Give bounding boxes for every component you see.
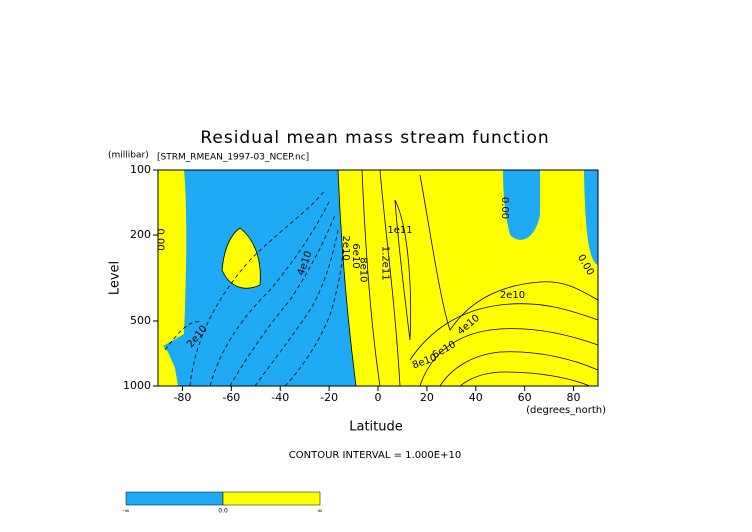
y-tick-label: 500 bbox=[130, 314, 151, 327]
x-tick-label: 80 bbox=[567, 391, 581, 404]
colorbar-label: -∞ bbox=[122, 508, 129, 515]
x-tick-label: 20 bbox=[420, 391, 434, 404]
x-tick-label: -60 bbox=[222, 391, 240, 404]
x-units: (degrees_north) bbox=[526, 405, 606, 416]
plot-area: -80 -60 -40 -20 0 20 40 60 80 100 200 500 1000 bbox=[123, 163, 599, 404]
contour-label: 0.00 bbox=[499, 197, 510, 219]
y-tick-label: 1000 bbox=[123, 379, 151, 392]
colorbar-label: 0.0 bbox=[218, 508, 228, 515]
chart-title: Residual mean mass stream function bbox=[200, 128, 549, 148]
x-tick-label: 0 bbox=[375, 391, 382, 404]
subtitle: [STRM_RMEAN_1997-03_NCEP.nc] bbox=[157, 153, 309, 163]
contour-label: 2e10 bbox=[340, 236, 351, 261]
contour-label: 1e11 bbox=[387, 225, 412, 236]
x-label: Latitude bbox=[349, 420, 403, 435]
colorbar-label: ∞ bbox=[318, 508, 323, 515]
contour-note: CONTOUR INTERVAL = 1.000E+10 bbox=[289, 450, 461, 461]
contour-label: 0.00 bbox=[154, 228, 165, 250]
negative-region bbox=[584, 170, 598, 265]
negative-region bbox=[503, 170, 540, 240]
x-tick-label: 40 bbox=[469, 391, 483, 404]
contour-label: 6e10 bbox=[350, 243, 361, 268]
x-tick-label: -40 bbox=[271, 391, 289, 404]
x-tick-label: -20 bbox=[320, 391, 338, 404]
colorbar: -∞ 0.0 ∞ bbox=[122, 491, 323, 515]
positive-island bbox=[221, 227, 261, 289]
y-units: (millibar) bbox=[108, 151, 149, 161]
x-tick-label: -80 bbox=[173, 391, 191, 404]
colorbar-positive bbox=[222, 491, 321, 506]
contour-label: 8e10 bbox=[357, 257, 368, 282]
x-tick-label: 60 bbox=[518, 391, 532, 404]
contour-label: 2e10 bbox=[500, 290, 525, 301]
zero-contour bbox=[337, 169, 357, 387]
colorbar-negative bbox=[125, 491, 224, 506]
y-tick-label: 100 bbox=[130, 163, 151, 176]
y-label: Level bbox=[108, 261, 123, 295]
contour-label: 1.2e11 bbox=[379, 246, 390, 281]
y-tick-label: 200 bbox=[130, 228, 151, 241]
